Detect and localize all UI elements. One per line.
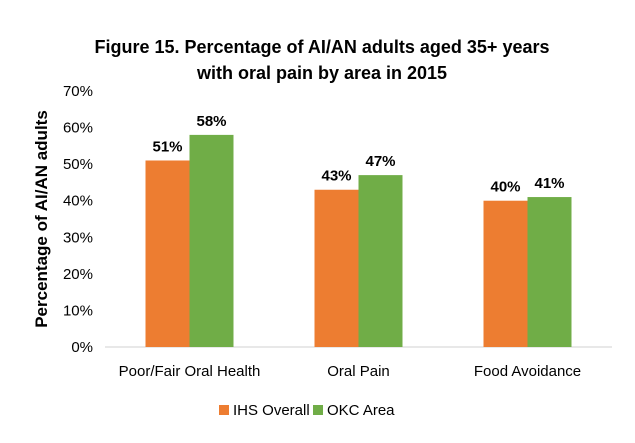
y-axis: 0% 10% 20% 30% 40% 50% 60% 70% xyxy=(63,83,93,356)
data-label: 47% xyxy=(365,153,395,170)
y-tick-label: 70% xyxy=(63,83,93,100)
y-tick-label: 10% xyxy=(63,302,93,319)
y-tick-label: 50% xyxy=(63,156,93,173)
y-axis-label: Percentage of AI/AN adults xyxy=(32,110,51,328)
legend-swatch xyxy=(313,405,323,415)
data-label: 58% xyxy=(196,113,226,130)
y-tick-label: 40% xyxy=(63,193,93,210)
y-tick-label: 30% xyxy=(63,229,93,246)
bar-okc-area-1 xyxy=(358,175,403,347)
y-tick-label: 60% xyxy=(63,120,93,137)
legend-swatch xyxy=(219,405,229,415)
y-tick-label: 0% xyxy=(71,339,93,356)
bar-okc-area-2 xyxy=(527,197,572,347)
legend-label: OKC Area xyxy=(327,402,395,419)
bar-ihs-overall-2 xyxy=(483,200,528,347)
bar-okc-area-0 xyxy=(189,134,234,347)
bar-ihs-overall-1 xyxy=(314,189,359,347)
bar-ihs-overall-0 xyxy=(145,160,190,347)
chart-title-line-2: with oral pain by area in 2015 xyxy=(196,63,447,83)
data-label: 43% xyxy=(321,168,351,185)
y-tick-label: 20% xyxy=(63,266,93,283)
chart-title-line-1: Figure 15. Percentage of AI/AN adults ag… xyxy=(94,37,549,57)
data-label: 51% xyxy=(152,138,182,155)
data-label: 41% xyxy=(534,175,564,192)
legend: IHS Overall OKC Area xyxy=(219,402,395,419)
data-label: 40% xyxy=(490,179,520,196)
plot-area: 51% 58% Poor/Fair Oral Health 43% 47% Oral Pa… xyxy=(119,113,582,380)
x-tick-label: Food Avoidance xyxy=(474,363,581,380)
legend-label: IHS Overall xyxy=(233,402,310,419)
x-tick-label: Oral Pain xyxy=(327,363,390,380)
x-tick-label: Poor/Fair Oral Health xyxy=(119,363,261,380)
